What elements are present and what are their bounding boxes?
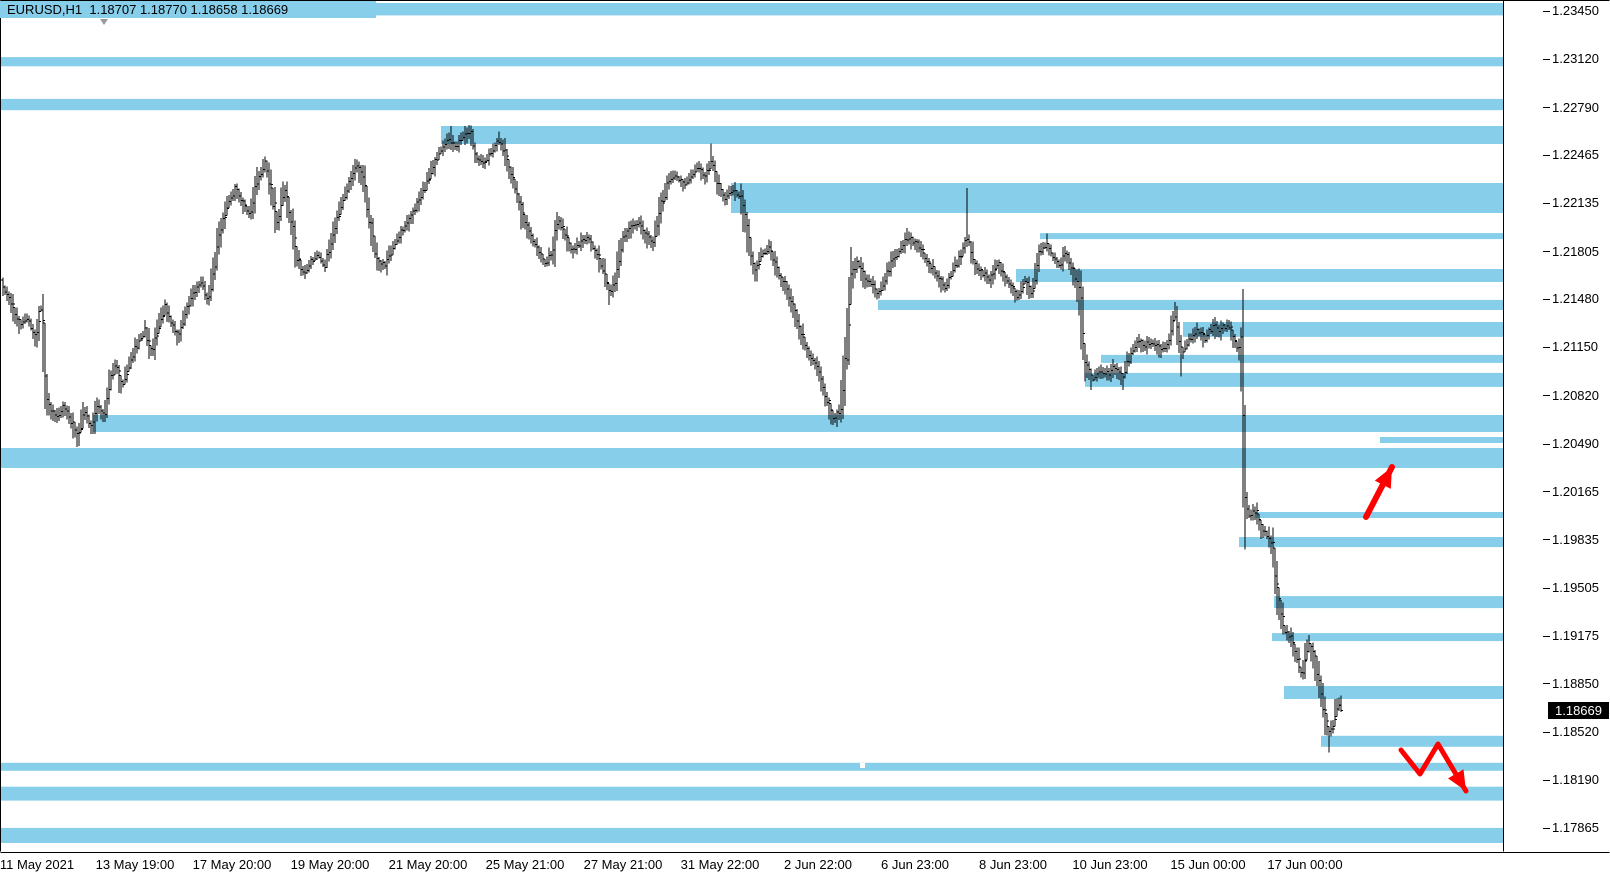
object-anchor-dot bbox=[860, 763, 865, 768]
chart-shift-marker-icon[interactable] bbox=[100, 19, 108, 25]
price-axis-label: 1.22790 bbox=[1552, 100, 1599, 115]
price-tick-mark bbox=[1543, 732, 1550, 733]
supply-demand-zone[interactable] bbox=[1085, 372, 1503, 387]
supply-demand-zone[interactable] bbox=[1239, 537, 1503, 548]
supply-demand-zone[interactable] bbox=[878, 299, 1503, 310]
current-price-marker: 1.18669 bbox=[1548, 702, 1609, 719]
price-tick-mark bbox=[1543, 251, 1550, 252]
price-axis-label: 1.22465 bbox=[1552, 147, 1599, 162]
supply-demand-zone[interactable] bbox=[93, 415, 1503, 432]
price-axis-label: 1.23450 bbox=[1552, 3, 1599, 18]
time-axis-label: 17 May 20:00 bbox=[192, 857, 272, 872]
up-arrow-head bbox=[1374, 467, 1392, 489]
price-tick-mark bbox=[1543, 539, 1550, 540]
supply-demand-zone[interactable] bbox=[0, 98, 1503, 111]
supply-demand-zone[interactable] bbox=[1321, 735, 1503, 747]
time-axis-label: 2 Jun 22:00 bbox=[784, 857, 852, 872]
time-axis-label: 27 May 21:00 bbox=[583, 857, 663, 872]
price-tick-mark bbox=[1543, 107, 1550, 108]
price-axis-label: 1.18850 bbox=[1552, 676, 1599, 691]
time-axis-label: 21 May 20:00 bbox=[388, 857, 468, 872]
current-price-value: 1.18669 bbox=[1555, 703, 1602, 718]
price-axis-label: 1.21150 bbox=[1552, 339, 1599, 354]
supply-demand-zone[interactable] bbox=[1183, 322, 1503, 337]
supply-demand-zone[interactable] bbox=[0, 448, 1503, 468]
price-tick-mark bbox=[1543, 828, 1550, 829]
time-axis-label: 17 Jun 00:00 bbox=[1267, 857, 1343, 872]
price-axis-label: 1.19175 bbox=[1552, 628, 1599, 643]
supply-demand-zone[interactable] bbox=[1380, 437, 1503, 443]
supply-demand-zone[interactable] bbox=[0, 57, 1503, 67]
price-tick-mark bbox=[1543, 683, 1550, 684]
supply-demand-zone[interactable] bbox=[731, 183, 1503, 213]
price-axis-label: 1.17865 bbox=[1552, 820, 1599, 835]
drawn-arrows bbox=[1363, 464, 1469, 794]
ohlc-bars bbox=[1, 125, 1343, 753]
time-axis-label: 11 May 2021 bbox=[0, 857, 75, 872]
time-axis-label: 10 Jun 23:00 bbox=[1072, 857, 1148, 872]
supply-demand-zone[interactable] bbox=[1284, 686, 1503, 699]
supply-demand-zone[interactable] bbox=[0, 827, 1503, 843]
supply-demand-zone[interactable] bbox=[1274, 596, 1503, 609]
supply-demand-zone[interactable] bbox=[0, 762, 1503, 771]
price-axis-label: 1.20490 bbox=[1552, 436, 1599, 451]
price-tick-mark bbox=[1543, 299, 1550, 300]
price-axis-label: 1.21480 bbox=[1552, 291, 1599, 306]
supply-demand-zone[interactable] bbox=[1255, 512, 1503, 518]
chart-title: EURUSD,H1 1.18707 1.18770 1.18658 1.1866… bbox=[7, 2, 289, 17]
supply-demand-zone[interactable] bbox=[1272, 633, 1503, 642]
price-axis-label: 1.18190 bbox=[1552, 772, 1599, 787]
time-axis-label: 15 Jun 00:00 bbox=[1170, 857, 1246, 872]
price-tick-mark bbox=[1543, 155, 1550, 156]
chart-extras bbox=[100, 19, 865, 768]
time-axis-label: 31 May 22:00 bbox=[680, 857, 760, 872]
price-tick-mark bbox=[1543, 203, 1550, 204]
supply-demand-zone[interactable] bbox=[1101, 354, 1503, 363]
price-tick-mark bbox=[1543, 780, 1550, 781]
time-axis-label: 25 May 21:00 bbox=[485, 857, 565, 872]
ohlc-bar-series bbox=[1, 125, 1343, 753]
price-tick-mark bbox=[1543, 444, 1550, 445]
price-tick-mark bbox=[1543, 636, 1550, 637]
down-arrow-head bbox=[1448, 769, 1466, 791]
price-tick-mark bbox=[1543, 59, 1550, 60]
price-tick-mark bbox=[1543, 347, 1550, 348]
supply-demand-zone[interactable] bbox=[441, 126, 1503, 144]
time-axis-label: 19 May 20:00 bbox=[290, 857, 370, 872]
chart-title-bar: EURUSD,H1 1.18707 1.18770 1.18658 1.1866… bbox=[0, 1, 376, 18]
supply-demand-zones bbox=[0, 3, 1503, 843]
supply-demand-zone[interactable] bbox=[1040, 233, 1503, 240]
price-tick-mark bbox=[1543, 491, 1550, 492]
time-axis-label: 6 Jun 23:00 bbox=[881, 857, 949, 872]
price-axis-label: 1.19505 bbox=[1552, 580, 1599, 595]
supply-demand-zone[interactable] bbox=[0, 786, 1503, 801]
price-tick-mark bbox=[1543, 395, 1550, 396]
price-axis-label: 1.21805 bbox=[1552, 244, 1599, 259]
price-tick-mark bbox=[1543, 11, 1550, 12]
time-axis-label: 13 May 19:00 bbox=[95, 857, 175, 872]
down-arrow[interactable] bbox=[1398, 741, 1469, 794]
price-axis-label: 1.23120 bbox=[1552, 51, 1599, 66]
chart-borders bbox=[0, 0, 1610, 853]
price-axis-label: 1.20820 bbox=[1552, 388, 1599, 403]
time-axis-label: 8 Jun 23:00 bbox=[979, 857, 1047, 872]
price-axis-label: 1.20165 bbox=[1552, 484, 1599, 499]
price-tick-mark bbox=[1543, 588, 1550, 589]
supply-demand-zone[interactable] bbox=[1016, 269, 1503, 282]
price-axis-label: 1.18520 bbox=[1552, 724, 1599, 739]
price-axis-label: 1.22135 bbox=[1552, 195, 1599, 210]
price-axis-label: 1.19835 bbox=[1552, 532, 1599, 547]
